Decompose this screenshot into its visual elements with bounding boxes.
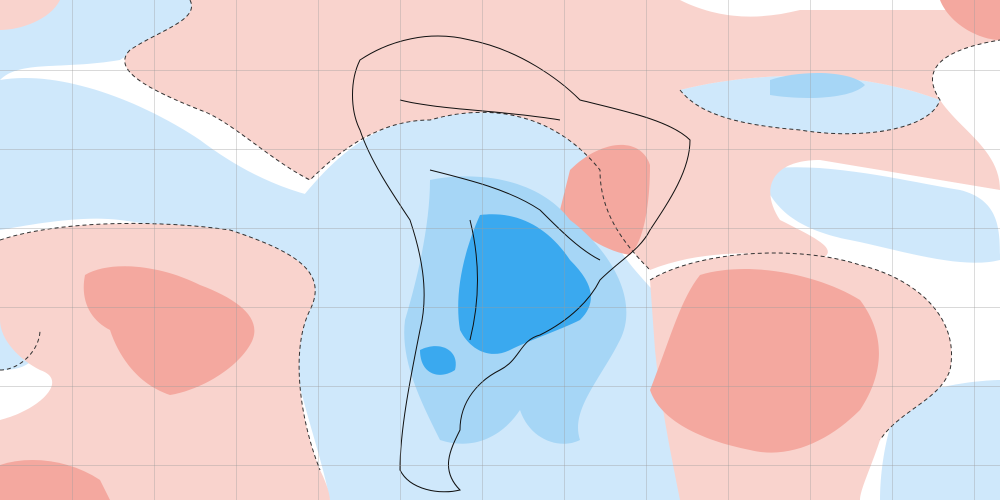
page-body bbox=[0, 0, 1000, 500]
map bbox=[0, 0, 1000, 500]
grid-lines bbox=[0, 0, 1000, 500]
page: Anomaly map {} html, body { margin: 0; p… bbox=[0, 0, 1000, 500]
